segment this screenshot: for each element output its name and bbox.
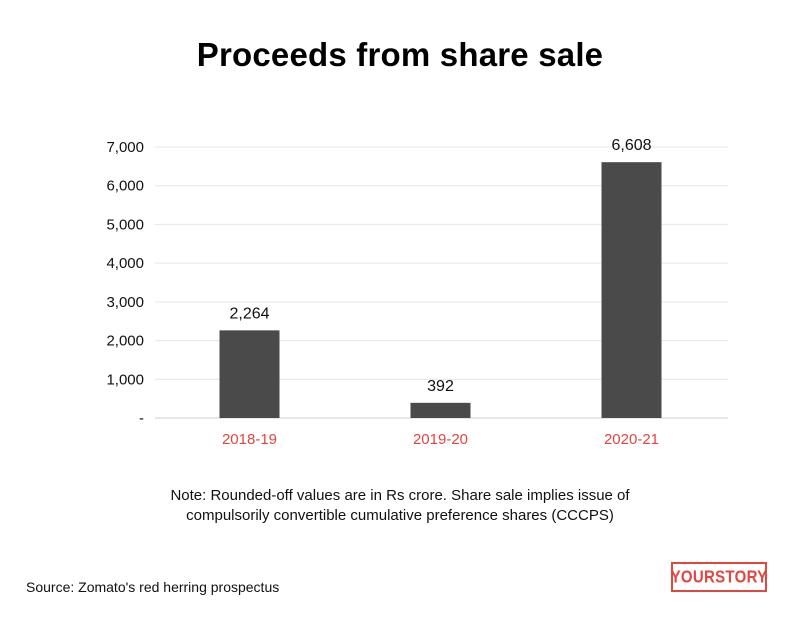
- logo-text: YOURSTORY: [670, 567, 768, 587]
- bar-chart: - 1,000 2,000 3,000 4,000 5,000 6,000 7,000 2,2…: [106, 137, 728, 448]
- y-tick-label: 7,000: [106, 139, 144, 156]
- chart-title: Proceeds from share sale: [196, 36, 604, 73]
- value-label: 392: [427, 378, 454, 395]
- value-label: 2,264: [229, 305, 269, 322]
- y-tick-label: 2,000: [106, 333, 144, 350]
- y-tick-label: 4,000: [106, 255, 144, 272]
- y-tick-label: 5,000: [106, 216, 144, 233]
- bar-2020-21: [601, 162, 662, 418]
- note-line-1: Note: Rounded-off values are in Rs crore…: [170, 487, 630, 504]
- bar-2019-20: [410, 402, 471, 418]
- value-labels: 2,264 392 6,608: [229, 137, 651, 395]
- y-tick-label: 1,000: [106, 371, 144, 388]
- chart-note: Note: Rounded-off values are in Rs crore…: [100, 486, 700, 526]
- y-axis-tick-labels: - 1,000 2,000 3,000 4,000 5,000 6,000 7,000: [106, 139, 144, 427]
- x-axis-category-labels: 2018-19 2019-20 2020-21: [222, 431, 659, 448]
- x-category-label: 2020-21: [604, 431, 659, 448]
- note-line-2: compulsorily convertible cumulative pref…: [186, 507, 614, 524]
- y-tick-label: 6,000: [106, 178, 144, 195]
- yourstory-logo: YOURSTORY: [671, 562, 767, 592]
- x-category-label: 2018-19: [222, 431, 277, 448]
- source-text: Source: Zomato's red herring prospectus: [26, 579, 280, 595]
- bars: [219, 162, 662, 418]
- y-tick-label: 3,000: [106, 294, 144, 311]
- y-tick-label: -: [139, 410, 144, 427]
- x-category-label: 2019-20: [413, 431, 468, 448]
- bar-2018-19: [219, 330, 280, 418]
- value-label: 6,608: [611, 137, 651, 154]
